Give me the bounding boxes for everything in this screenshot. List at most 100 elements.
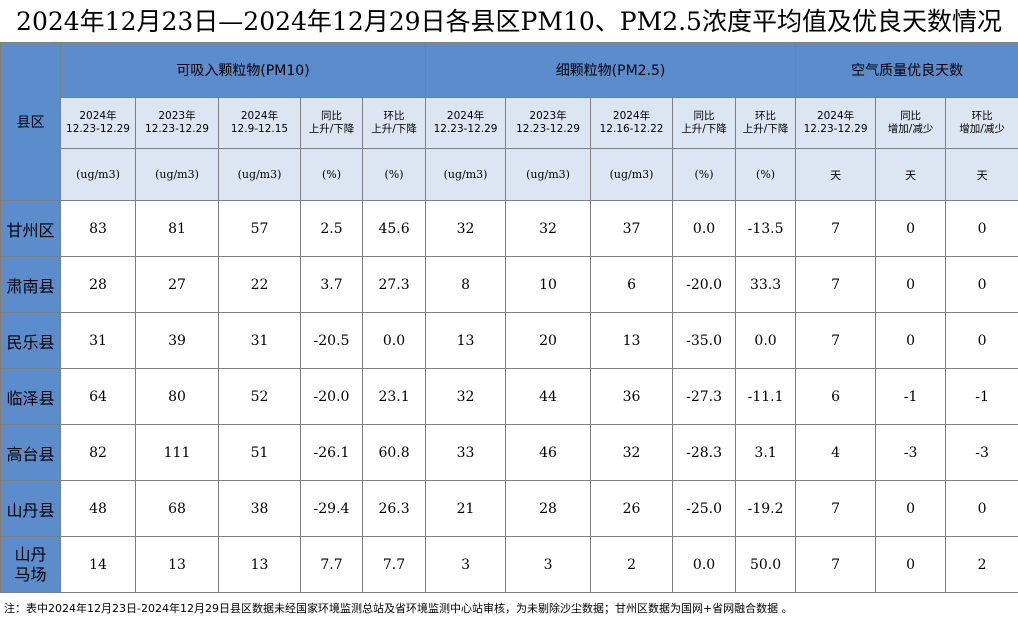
cell: -11.1 bbox=[735, 368, 797, 425]
subheader-line: 环比 bbox=[383, 110, 405, 122]
cell: 0 bbox=[945, 200, 1018, 257]
cell: 7 bbox=[795, 312, 877, 369]
cell: 27.3 bbox=[361, 256, 427, 313]
subheader-line: 同比 bbox=[693, 110, 715, 122]
data-row: 肃南县 28 27 22 3.7 27.3 8 10 6 -20.0 33.3 7 0 0 bbox=[0, 256, 1018, 313]
cell: 3.1 bbox=[735, 424, 797, 481]
cell: -3 bbox=[875, 424, 947, 481]
cell: 3 bbox=[505, 536, 592, 593]
cell: -20.0 bbox=[300, 368, 363, 425]
cell: 50.0 bbox=[735, 536, 797, 593]
cell: 48 bbox=[60, 480, 136, 537]
unit: (ug/m3) bbox=[60, 148, 136, 201]
unit: (%) bbox=[300, 148, 363, 201]
subheader-line: 环比 bbox=[755, 110, 777, 122]
cell: 0 bbox=[875, 480, 947, 537]
cell: -29.4 bbox=[300, 480, 363, 537]
cell: 32 bbox=[425, 200, 507, 257]
unit: 天 bbox=[795, 148, 877, 201]
unit: 天 bbox=[875, 148, 947, 201]
row-label: 山丹县 bbox=[0, 480, 61, 537]
unit: (ug/m3) bbox=[218, 148, 301, 201]
cell: -28.3 bbox=[672, 424, 737, 481]
cell: 32 bbox=[505, 200, 592, 257]
cell: 20 bbox=[505, 312, 592, 369]
row-label-text: 高台县 bbox=[6, 444, 55, 464]
cell: 68 bbox=[135, 480, 219, 537]
subheader-line: 2024年 bbox=[612, 110, 651, 122]
cell: 111 bbox=[135, 424, 219, 481]
cell: 4 bbox=[795, 424, 877, 481]
cell: 38 bbox=[218, 480, 301, 537]
cell: 64 bbox=[60, 368, 136, 425]
subheader: 2024年 12.23-12.29 bbox=[795, 97, 877, 149]
cell: 33.3 bbox=[735, 256, 797, 313]
cell: 2.5 bbox=[300, 200, 363, 257]
cell: 0.0 bbox=[672, 200, 737, 257]
cell: 57 bbox=[218, 200, 301, 257]
row-label: 民乐县 bbox=[0, 312, 61, 369]
cell: 6 bbox=[795, 368, 877, 425]
cell: 81 bbox=[135, 200, 219, 257]
cell: 0 bbox=[945, 312, 1018, 369]
row-label: 肃南县 bbox=[0, 256, 61, 313]
cell: -20.0 bbox=[672, 256, 737, 313]
cell: 6 bbox=[590, 256, 674, 313]
subheader-line: 上升/下降 bbox=[371, 123, 417, 135]
cell: 27 bbox=[135, 256, 219, 313]
cell: 52 bbox=[218, 368, 301, 425]
cell: 31 bbox=[218, 312, 301, 369]
row-label-text: 山丹县 bbox=[6, 500, 55, 520]
cell: 33 bbox=[425, 424, 507, 481]
subheader: 同比 上升/下降 bbox=[672, 97, 737, 149]
subheader: 同比 增加/减少 bbox=[875, 97, 947, 149]
subheader-line: 12.16-12.22 bbox=[599, 123, 664, 135]
subheader-line: 12.23-12.29 bbox=[433, 123, 498, 135]
cell: -3 bbox=[945, 424, 1018, 481]
row-label-text: 山丹马场 bbox=[14, 544, 47, 584]
cell: 28 bbox=[60, 256, 136, 313]
data-row: 山丹县 48 68 38 -29.4 26.3 21 28 26 -25.0 -19.2 7 0 0 bbox=[0, 480, 1018, 537]
subheader-line: 上升/下降 bbox=[681, 123, 727, 135]
cell: 7.7 bbox=[361, 536, 427, 593]
data-row: 民乐县 31 39 31 -20.5 0.0 13 20 13 -35.0 0.0 7 0 0 bbox=[0, 312, 1018, 369]
cell: 39 bbox=[135, 312, 219, 369]
title: 2024年12月23日—2024年12月29日各县区PM10、PM2.5浓度平均… bbox=[16, 7, 1002, 36]
subheader-line: 2024年 bbox=[79, 110, 117, 122]
cell: 13 bbox=[135, 536, 219, 593]
subheader-line: 2024年 bbox=[240, 110, 279, 122]
cell: 0 bbox=[875, 312, 947, 369]
unit: 天 bbox=[945, 148, 1018, 201]
subheader-line: 2024年 bbox=[816, 110, 855, 122]
subheader: 2023年 12.23-12.29 bbox=[505, 97, 592, 149]
cell: 3.7 bbox=[300, 256, 363, 313]
cell: 83 bbox=[60, 200, 136, 257]
row-label: 临泽县 bbox=[0, 368, 61, 425]
row-label-text: 民乐县 bbox=[6, 332, 55, 352]
cell: 45.6 bbox=[361, 200, 427, 257]
cell: -20.5 bbox=[300, 312, 363, 369]
subheader: 环比 上升/下降 bbox=[735, 97, 797, 149]
cell: 0 bbox=[875, 536, 947, 593]
row-label-text: 甘州区 bbox=[6, 220, 55, 240]
cell: -1 bbox=[875, 368, 947, 425]
cell: -25.0 bbox=[672, 480, 737, 537]
subheader-line: 2023年 bbox=[158, 110, 196, 122]
unit: (ug/m3) bbox=[590, 148, 674, 201]
data-row: 临泽县 64 80 52 -20.0 23.1 32 44 36 -27.3 -11.1 6 -1 -1 bbox=[0, 368, 1018, 425]
footnote: 注：表中2024年12月23日-2024年12月29日县区数据未经国家环境监测总… bbox=[4, 602, 793, 615]
cell: 26.3 bbox=[361, 480, 427, 537]
subheader-line: 上升/下降 bbox=[742, 123, 789, 135]
cell: -26.1 bbox=[300, 424, 363, 481]
cell: 7 bbox=[795, 200, 877, 257]
subheader-line: 2023年 bbox=[529, 110, 567, 122]
cell: 22 bbox=[218, 256, 301, 313]
subheader: 同比 上升/下降 bbox=[300, 97, 363, 149]
unit: (%) bbox=[735, 148, 797, 201]
row-label-text: 肃南县 bbox=[6, 276, 55, 296]
data-row: 高台县 82 111 51 -26.1 60.8 33 46 32 -28.3 3.1 4 -3 -3 bbox=[0, 424, 1018, 481]
cell: 32 bbox=[590, 424, 674, 481]
cell: -27.3 bbox=[672, 368, 737, 425]
subheader-line: 12.23-12.29 bbox=[803, 123, 868, 135]
cell: 44 bbox=[505, 368, 592, 425]
